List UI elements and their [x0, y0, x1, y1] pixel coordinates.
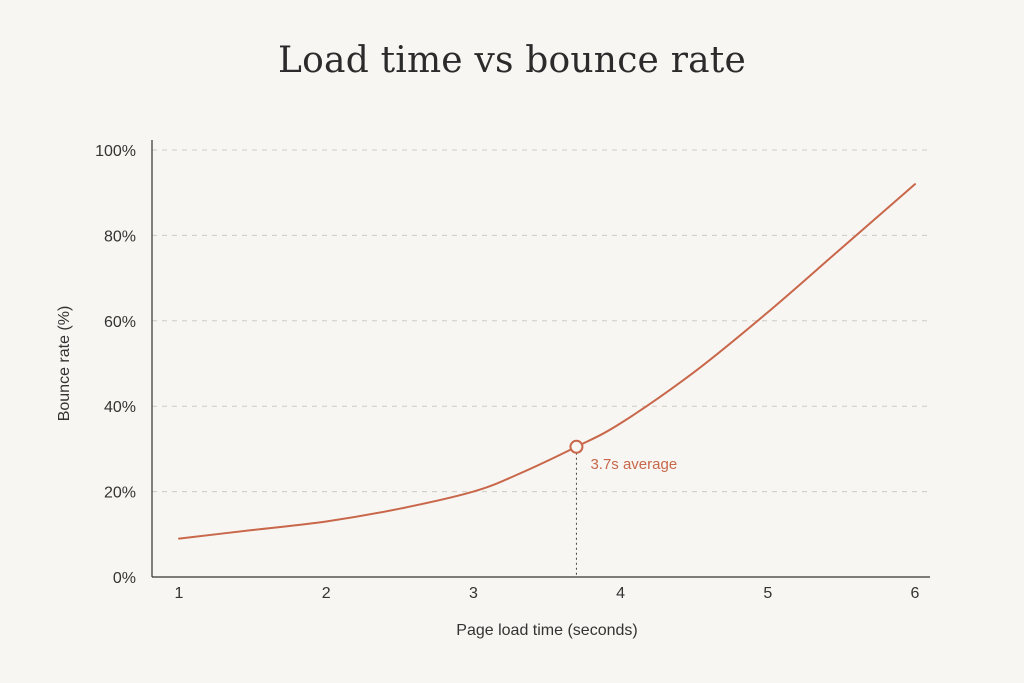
- x-tick-label: 2: [322, 585, 331, 602]
- y-tick-label: 0%: [113, 570, 136, 587]
- axes: [151, 140, 930, 578]
- annotation: 3.7s average: [569, 439, 677, 577]
- x-tick-label: 5: [763, 585, 772, 602]
- x-tick-label: 1: [175, 585, 184, 602]
- y-tick-label: 20%: [104, 485, 136, 502]
- annotation-marker: [569, 439, 584, 454]
- series-line: [178, 183, 916, 540]
- y-tick-labels: 0% 20% 40% 60% 80% 100%: [95, 143, 136, 587]
- y-tick-label: 60%: [104, 314, 136, 331]
- x-axis-title: Page load time (seconds): [456, 622, 637, 639]
- series-layer: [178, 183, 916, 540]
- x-tick-label: 4: [616, 585, 625, 602]
- annotation-label: 3.7s average: [590, 456, 677, 473]
- y-tick-label: 80%: [104, 228, 136, 245]
- x-tick-label: 6: [911, 585, 920, 602]
- x-tick-label: 3: [469, 585, 478, 602]
- y-tick-label: 100%: [95, 143, 136, 160]
- y-tick-label: 40%: [104, 399, 136, 416]
- chart-title: Load time vs bounce rate: [278, 40, 746, 81]
- x-tick-labels: 1 2 3 4 5 6: [175, 585, 920, 602]
- grid-lines: [152, 149, 930, 493]
- y-axis-title: Bounce rate (%): [56, 306, 73, 422]
